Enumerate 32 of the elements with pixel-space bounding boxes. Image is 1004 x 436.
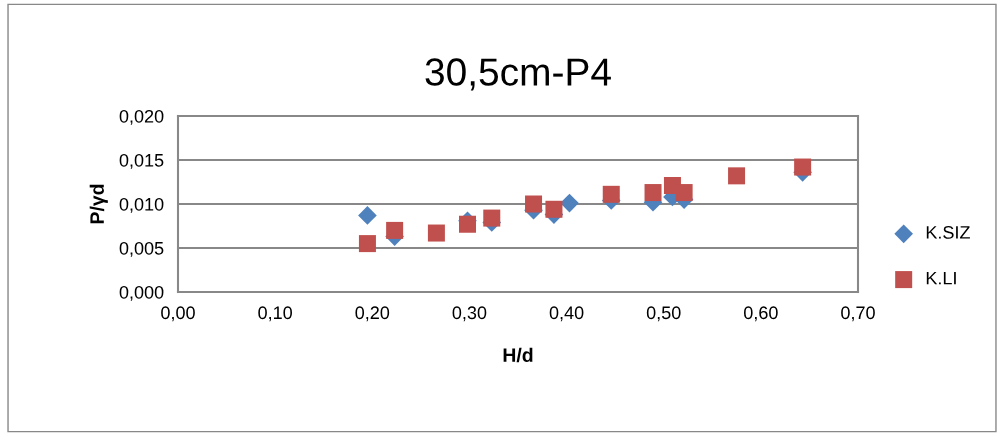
y-axis-title: P/γd: [89, 184, 108, 224]
x-tick-label: 0,10: [258, 306, 293, 322]
point: [386, 221, 404, 239]
chart-title: 30,5cm-P4: [425, 58, 611, 91]
point: [427, 224, 445, 242]
point: [602, 185, 620, 203]
point: [560, 193, 579, 213]
point: [728, 167, 746, 185]
legend-label: K.LI: [926, 271, 956, 285]
point: [525, 195, 543, 213]
point: [458, 215, 476, 233]
x-tick-label: 0,00: [161, 306, 195, 322]
y-tick-label: 0,010: [119, 197, 164, 213]
y-tick-label: 0,015: [119, 153, 164, 169]
x-tick-label: 0,40: [549, 306, 584, 322]
x-tick-label: 0,30: [452, 306, 487, 322]
point: [545, 200, 563, 218]
point: [675, 184, 693, 202]
x-axis-title: H/d: [503, 347, 533, 363]
point: [794, 158, 812, 176]
x-tick-label: 0,50: [646, 306, 681, 322]
point: [483, 209, 501, 227]
y-tick-label: 0,000: [119, 285, 164, 301]
legend-label: K.SIZ: [926, 226, 970, 239]
y-tick-label: 0,005: [119, 241, 164, 257]
x-tick-label: 0,70: [841, 306, 875, 322]
x-tick-label: 0,20: [355, 306, 390, 322]
y-tick-label: 0,020: [119, 109, 164, 125]
point: [358, 235, 376, 253]
x-tick-label: 0,60: [743, 306, 778, 322]
point: [358, 206, 377, 225]
point: [644, 184, 662, 202]
